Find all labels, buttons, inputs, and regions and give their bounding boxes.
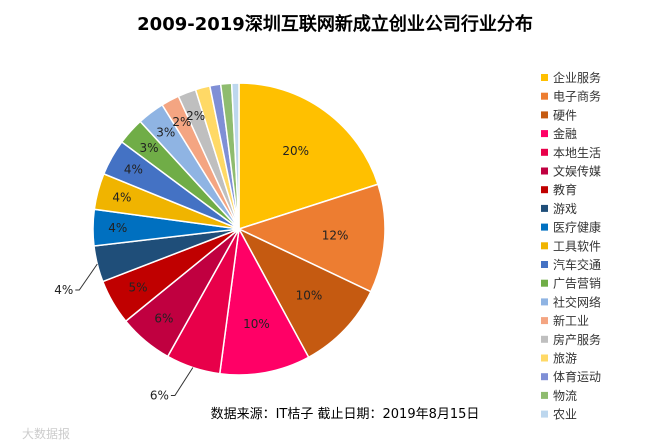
data-label-房产服务: 2% (186, 109, 205, 123)
legend-label-硬件: 硬件 (553, 108, 577, 122)
legend-swatch-房产服务 (541, 335, 548, 343)
legend-swatch-旅游 (541, 354, 548, 362)
data-label-广告营销: 3% (139, 141, 158, 155)
legend-swatch-广告营销 (541, 279, 548, 287)
legend-label-工具软件: 工具软件 (553, 239, 601, 253)
legend-swatch-教育 (541, 186, 548, 194)
legend-swatch-物流 (541, 391, 548, 399)
data-label-汽车交通: 4% (124, 163, 143, 177)
legend-swatch-电子商务 (541, 92, 548, 100)
legend-label-广告营销: 广告营销 (553, 277, 601, 291)
pie-slice-金融 (218, 226, 310, 376)
pie-slice-硬件 (237, 227, 372, 359)
legend-label-本地生活: 本地生活 (553, 146, 601, 160)
legend-swatch-社交网络 (541, 298, 548, 306)
legend-label-房产服务: 房产服务 (553, 332, 601, 347)
legend-label-社交网络: 社交网络 (553, 294, 601, 309)
legend-label-体育运动: 体育运动 (553, 369, 601, 384)
data-label-新工业: 2% (172, 115, 191, 129)
legend-label-游戏: 游戏 (553, 202, 577, 216)
data-label-本地生活: 6% (150, 389, 169, 403)
pie-slice-电子商务 (236, 183, 386, 293)
legend-swatch-汽车交通 (541, 261, 548, 268)
leader-line-游戏 (75, 263, 98, 291)
data-label-文娱传媒: 6% (154, 311, 173, 325)
legend-label-物流: 物流 (553, 389, 577, 403)
data-label-电子商务: 12% (322, 228, 349, 242)
pie-slice-企业服务 (238, 82, 379, 231)
pie-slice-农业 (230, 82, 240, 230)
legend-label-企业服务: 企业服务 (553, 70, 601, 85)
legend-swatch-文娱传媒 (541, 167, 548, 175)
source-note: 数据来源：IT桔子 截止日期：2019年8月15日 (211, 407, 480, 422)
legend-label-金融: 金融 (553, 126, 577, 141)
legend-label-汽车交通: 汽车交通 (553, 257, 601, 272)
data-label-医疗健康: 4% (108, 221, 127, 235)
legend-swatch-游戏 (541, 204, 548, 212)
legend-label-教育: 教育 (553, 182, 577, 197)
slices-layer (92, 82, 386, 376)
legend-swatch-金融 (541, 130, 548, 138)
watermark: 大数据报 (22, 426, 70, 441)
legend-swatch-工具软件 (541, 242, 548, 250)
data-label-硬件: 10% (296, 288, 323, 302)
legend-swatch-本地生活 (541, 148, 548, 156)
legend-label-新工业: 新工业 (553, 313, 589, 328)
leader-line-本地生活 (170, 367, 194, 396)
legend-label-医疗健康: 医疗健康 (553, 220, 601, 235)
legend-swatch-硬件 (541, 111, 548, 119)
data-label-社交网络: 3% (156, 125, 175, 139)
legend-label-农业: 农业 (553, 408, 577, 422)
data-labels-layer: 20%12%10%10%6%6%5%4%4%4%4%3%3%2%2% (54, 109, 348, 403)
legend-swatch-新工业 (541, 317, 548, 325)
legend-swatch-企业服务 (541, 74, 548, 81)
legend-label-电子商务: 电子商务 (553, 89, 601, 104)
legend-swatch-医疗健康 (541, 223, 548, 231)
data-label-企业服务: 20% (282, 144, 309, 158)
data-label-游戏: 4% (54, 283, 73, 297)
data-label-教育: 5% (128, 281, 147, 295)
legend-swatch-体育运动 (541, 373, 548, 381)
legend-swatch-农业 (541, 410, 548, 418)
legend-label-旅游: 旅游 (553, 352, 577, 366)
data-label-工具软件: 4% (112, 191, 131, 205)
chart-title: 2009-2019深圳互联网新成立创业公司行业分布 (137, 13, 533, 35)
legend: 企业服务电子商务硬件金融本地生活文娱传媒教育游戏医疗健康工具软件汽车交通广告营销… (541, 70, 601, 422)
data-label-金融: 10% (243, 317, 270, 331)
legend-label-文娱传媒: 文娱传媒 (553, 164, 601, 179)
